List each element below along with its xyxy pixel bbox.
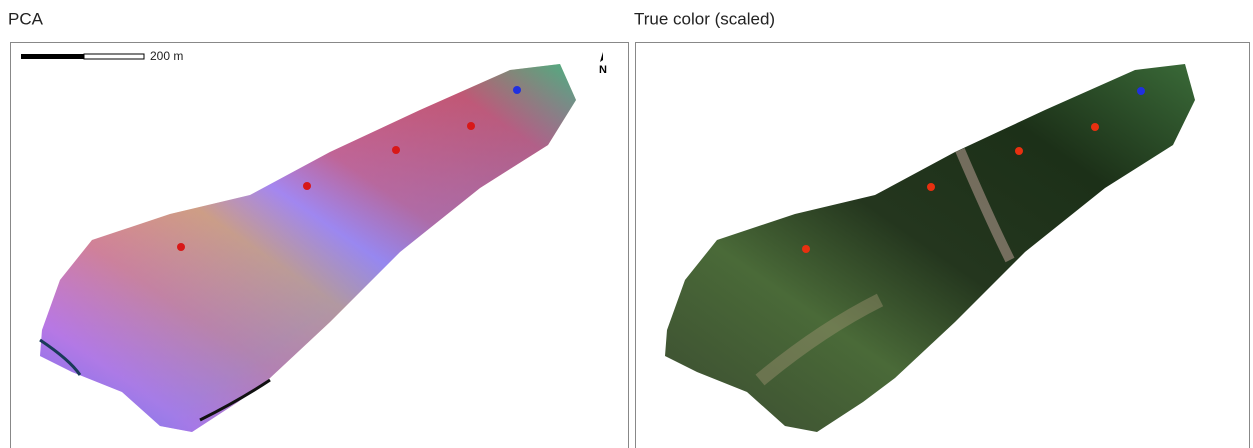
figure: PCA True color (scaled) 200 m N — [0, 0, 1253, 448]
panel-title: True color (scaled) — [634, 9, 775, 28]
panel-title: PCA — [8, 9, 44, 28]
scale-label: 200 m — [150, 49, 183, 63]
north-label: N — [599, 64, 607, 76]
page: PCA True color (scaled) 200 m N (() => {… — [0, 0, 1253, 448]
